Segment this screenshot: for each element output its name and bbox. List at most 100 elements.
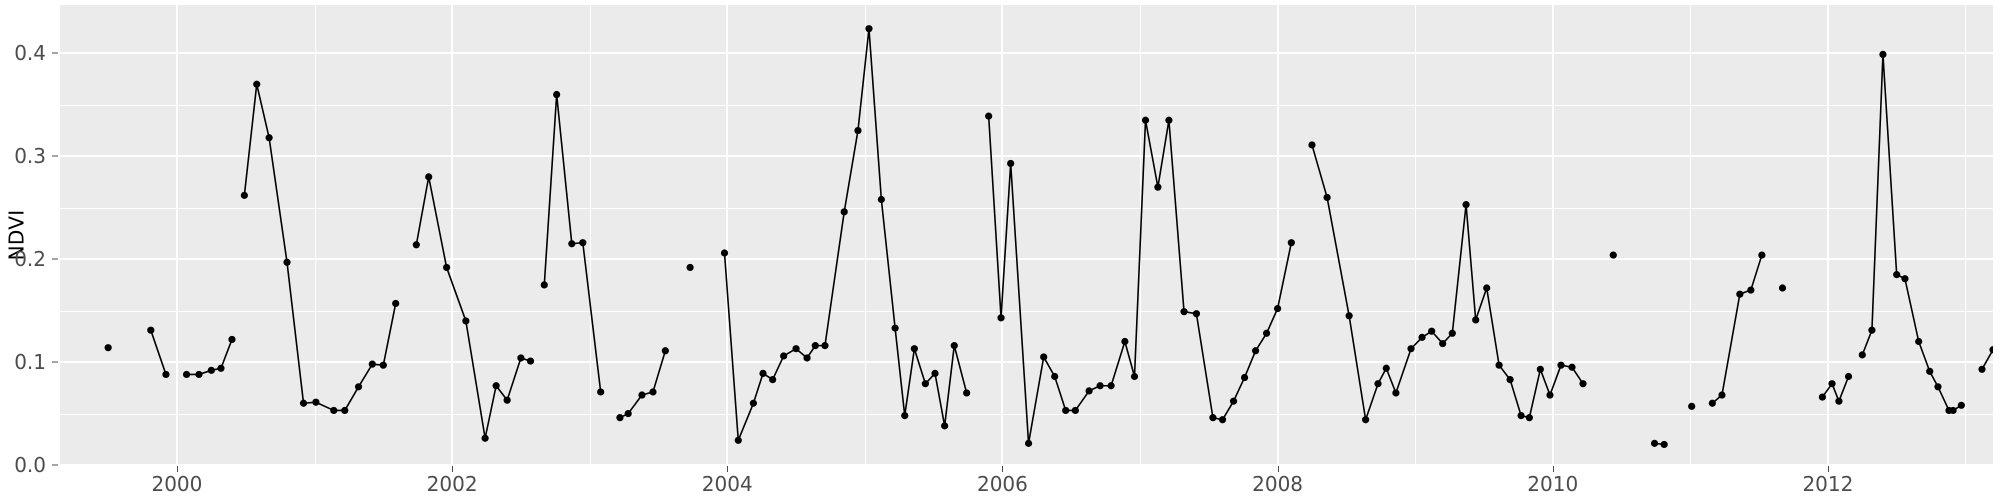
data-point-marker xyxy=(182,370,191,379)
data-point-marker xyxy=(1218,416,1227,424)
data-point-marker xyxy=(1121,337,1129,346)
data-point-marker xyxy=(1778,284,1787,292)
data-point-marker xyxy=(1989,346,1993,354)
data-point-marker xyxy=(462,317,470,325)
data-point-marker xyxy=(392,299,400,308)
series-line-segment xyxy=(1311,144,1584,421)
data-point-marker xyxy=(1392,389,1400,397)
data-point-marker xyxy=(412,241,420,249)
data-point-marker xyxy=(840,208,848,216)
series-line-segment xyxy=(619,349,667,419)
data-point-marker xyxy=(1949,406,1957,415)
data-point-marker xyxy=(207,366,215,374)
data-point-marker xyxy=(228,335,236,344)
data-point-marker xyxy=(1062,406,1070,415)
data-point-marker xyxy=(330,406,338,415)
gridline-major-vertical xyxy=(726,5,729,465)
data-point-marker xyxy=(1007,159,1015,168)
data-point-marker xyxy=(1345,312,1353,320)
x-axis-tick-mark xyxy=(176,466,178,472)
data-point-marker xyxy=(1915,337,1923,346)
data-point-marker xyxy=(354,383,363,391)
data-point-marker xyxy=(1868,326,1876,334)
data-point-marker xyxy=(1718,391,1726,399)
data-point-marker xyxy=(1024,439,1033,447)
data-point-marker xyxy=(526,357,535,365)
data-point-marker xyxy=(1165,116,1173,124)
data-point-marker xyxy=(341,406,349,415)
data-point-marker xyxy=(1287,239,1295,247)
y-axis-tick-label: 0.3 xyxy=(14,144,46,169)
data-point-marker xyxy=(253,80,261,88)
x-axis-tick-label: 2006 xyxy=(976,472,1028,496)
data-point-marker xyxy=(1495,361,1503,369)
data-point-marker xyxy=(1071,406,1079,415)
y-axis-tick-label: 0.1 xyxy=(14,350,46,375)
data-point-marker xyxy=(1934,383,1942,391)
data-point-marker xyxy=(240,191,248,199)
data-point-marker xyxy=(803,354,811,362)
data-point-marker xyxy=(921,380,929,388)
data-point-marker xyxy=(299,399,308,407)
y-axis-tick-mark xyxy=(52,155,58,157)
data-point-marker xyxy=(1546,391,1554,399)
series-line-segment xyxy=(1711,254,1763,405)
data-point-marker xyxy=(1483,284,1491,292)
data-point-marker xyxy=(1096,382,1104,390)
data-point-marker xyxy=(1154,183,1162,191)
data-point-marker xyxy=(792,345,800,353)
data-point-marker xyxy=(1844,372,1853,381)
data-point-marker xyxy=(1273,304,1282,313)
data-point-marker xyxy=(963,389,971,397)
y-axis-tick-label: 0.4 xyxy=(14,41,46,66)
data-point-marker xyxy=(1736,290,1744,298)
data-point-marker xyxy=(1579,380,1587,388)
data-point-marker xyxy=(1107,382,1115,390)
series-line-segment xyxy=(150,329,167,376)
data-point-marker xyxy=(780,352,788,360)
gridline-minor-vertical xyxy=(314,5,316,465)
data-point-marker xyxy=(901,412,909,420)
data-point-marker xyxy=(661,347,669,355)
gridline-major-vertical xyxy=(1001,5,1004,465)
data-point-marker xyxy=(1858,351,1866,359)
data-point-marker xyxy=(649,388,657,396)
gridline-major-vertical xyxy=(1276,5,1279,465)
data-point-marker xyxy=(1418,333,1426,341)
data-point-marker xyxy=(162,370,170,379)
data-point-marker xyxy=(1374,380,1382,388)
data-series-layer xyxy=(104,25,1993,449)
gridline-major-vertical xyxy=(1551,5,1554,465)
data-point-marker xyxy=(195,370,203,379)
data-point-marker xyxy=(1308,141,1316,149)
data-point-marker xyxy=(910,345,918,353)
data-point-marker xyxy=(579,239,587,247)
x-axis-tick-label: 2010 xyxy=(1527,472,1579,496)
data-point-marker xyxy=(425,173,433,181)
data-point-marker xyxy=(1240,373,1249,382)
data-point-marker xyxy=(283,258,291,266)
data-point-marker xyxy=(1879,50,1887,59)
data-point-marker xyxy=(985,112,993,120)
series-line-segment xyxy=(1981,348,1993,371)
data-point-marker xyxy=(540,281,548,289)
data-point-marker xyxy=(568,240,576,248)
series-line-segment xyxy=(1861,53,1963,412)
y-axis-tick-mark xyxy=(52,52,58,54)
data-point-marker xyxy=(720,249,729,257)
x-axis-tick-label: 2008 xyxy=(1252,472,1304,496)
data-point-marker xyxy=(443,263,451,272)
gridline-minor-horizontal xyxy=(60,104,1993,106)
data-point-marker xyxy=(379,361,387,369)
data-point-marker xyxy=(104,344,112,352)
x-axis-tick-mark xyxy=(452,466,454,472)
y-axis-tick-mark xyxy=(52,258,58,260)
x-axis-tick-label: 2012 xyxy=(1802,472,1854,496)
data-point-marker xyxy=(265,134,273,142)
data-point-marker xyxy=(1130,372,1139,381)
data-point-marker xyxy=(1818,393,1826,401)
data-point-marker xyxy=(638,391,646,399)
gridline-major-vertical xyxy=(175,5,178,465)
data-point-marker xyxy=(1609,251,1617,259)
data-point-marker xyxy=(686,263,694,272)
